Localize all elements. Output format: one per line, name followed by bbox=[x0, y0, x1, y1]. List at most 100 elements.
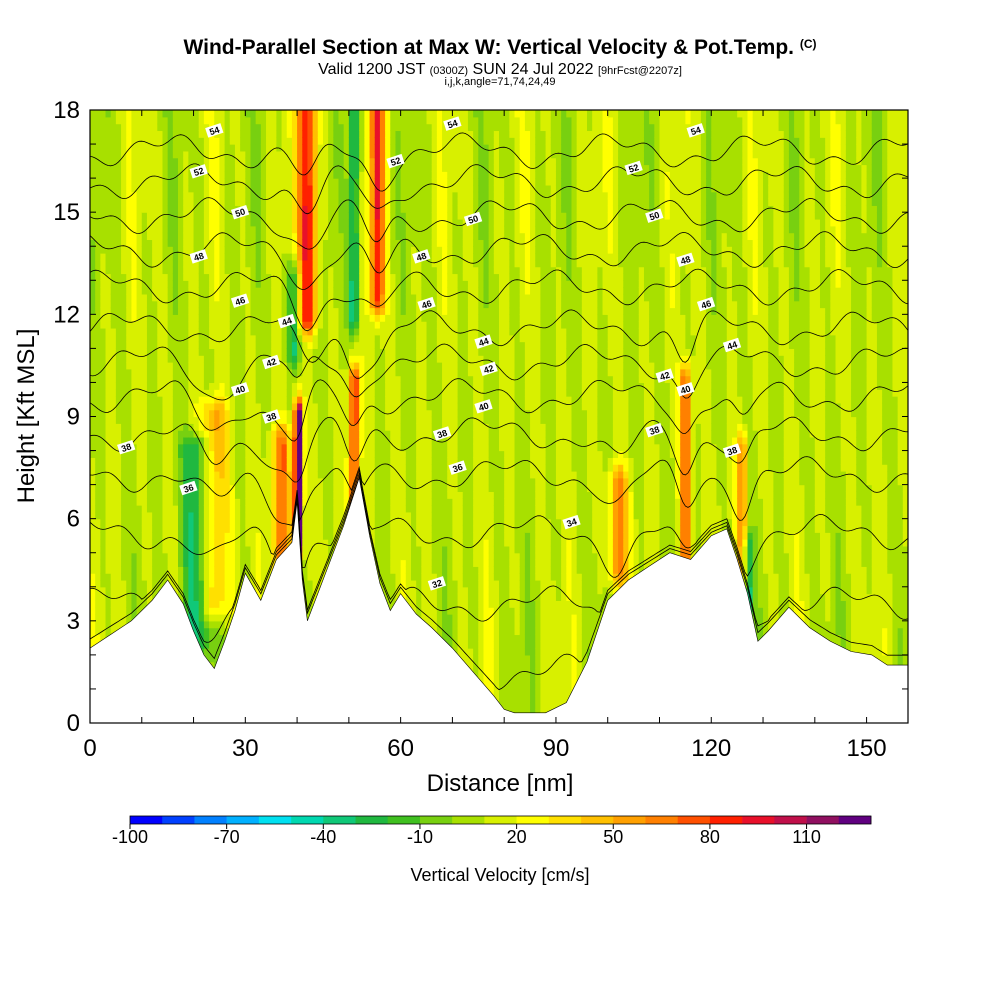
velocity-cell bbox=[188, 539, 195, 547]
velocity-cell bbox=[276, 293, 283, 302]
velocity-cell bbox=[255, 218, 262, 227]
velocity-cell bbox=[250, 559, 257, 567]
velocity-cell bbox=[260, 259, 267, 268]
velocity-cell bbox=[354, 225, 360, 234]
velocity-cell bbox=[281, 457, 288, 465]
velocity-cell bbox=[307, 552, 314, 561]
velocity-cell bbox=[198, 396, 205, 404]
velocity-cell bbox=[203, 341, 210, 349]
velocity-cell bbox=[121, 396, 127, 404]
velocity-cell bbox=[359, 191, 365, 200]
velocity-cell bbox=[198, 566, 205, 574]
velocity-cell bbox=[131, 355, 138, 363]
velocity-cell bbox=[172, 573, 179, 581]
velocity-cell bbox=[167, 212, 174, 220]
velocity-cell bbox=[100, 552, 107, 561]
velocity-cell bbox=[281, 218, 288, 227]
velocity-cell bbox=[121, 280, 127, 288]
velocity-cell bbox=[369, 259, 376, 268]
velocity-cell bbox=[152, 355, 158, 363]
velocity-cell bbox=[291, 137, 298, 145]
velocity-cell bbox=[359, 375, 365, 384]
velocity-cell bbox=[354, 355, 360, 363]
velocity-cell bbox=[126, 423, 133, 431]
velocity-cell bbox=[136, 287, 143, 295]
velocity-cell bbox=[193, 130, 200, 138]
velocity-cell bbox=[229, 191, 236, 200]
velocity-cell bbox=[188, 402, 195, 411]
velocity-cell bbox=[100, 191, 107, 200]
velocity-cell bbox=[172, 457, 179, 465]
velocity-cell bbox=[183, 505, 189, 513]
velocity-cell bbox=[302, 545, 309, 554]
velocity-cell bbox=[338, 110, 345, 118]
velocity-cell bbox=[219, 259, 226, 268]
velocity-cell bbox=[193, 539, 200, 547]
velocity-cell bbox=[110, 416, 117, 424]
velocity-cell bbox=[214, 573, 221, 581]
velocity-cell bbox=[245, 464, 252, 472]
velocity-cell bbox=[312, 137, 319, 145]
velocity-cell bbox=[260, 525, 267, 533]
velocity-cell bbox=[364, 171, 371, 179]
velocity-cell bbox=[266, 327, 272, 336]
velocity-cell bbox=[348, 348, 355, 356]
velocity-cell bbox=[281, 130, 288, 138]
velocity-cell bbox=[152, 375, 158, 384]
velocity-cell bbox=[136, 477, 143, 486]
velocity-cell bbox=[90, 150, 96, 159]
velocity-cell bbox=[141, 505, 148, 513]
velocity-cell bbox=[291, 116, 298, 125]
velocity-cell bbox=[121, 539, 127, 547]
velocity-cell bbox=[90, 171, 96, 179]
velocity-cell bbox=[240, 443, 246, 452]
velocity-cell bbox=[250, 259, 257, 268]
velocity-cell bbox=[343, 389, 350, 397]
velocity-cell bbox=[136, 130, 143, 138]
velocity-cell bbox=[240, 130, 246, 138]
velocity-cell bbox=[271, 116, 277, 125]
velocity-cell bbox=[322, 430, 329, 438]
velocity-cell bbox=[121, 620, 127, 629]
velocity-cell bbox=[317, 266, 324, 275]
velocity-cell bbox=[343, 409, 350, 418]
velocity-cell bbox=[214, 600, 221, 608]
velocity-cell bbox=[245, 402, 252, 411]
velocity-cell bbox=[209, 341, 215, 349]
velocity-cell bbox=[286, 157, 293, 166]
velocity-cell bbox=[131, 368, 138, 377]
velocity-cell bbox=[105, 389, 112, 397]
velocity-cell bbox=[369, 518, 376, 527]
velocity-cell bbox=[115, 355, 122, 363]
velocity-cell bbox=[178, 436, 184, 445]
velocity-cell bbox=[198, 348, 205, 356]
velocity-cell bbox=[146, 123, 153, 132]
velocity-cell bbox=[126, 273, 133, 281]
velocity-cell bbox=[162, 559, 169, 567]
velocity-cell bbox=[162, 539, 169, 547]
velocity-cell bbox=[146, 532, 153, 540]
velocity-cell bbox=[348, 341, 355, 349]
velocity-cell bbox=[121, 293, 127, 302]
velocity-cell bbox=[110, 300, 117, 309]
velocity-cell bbox=[271, 157, 277, 166]
velocity-cell bbox=[312, 423, 319, 431]
velocity-cell bbox=[276, 266, 283, 275]
velocity-cell bbox=[209, 573, 215, 581]
velocity-cell bbox=[214, 436, 221, 445]
velocity-cell bbox=[276, 423, 283, 431]
velocity-cell bbox=[234, 593, 241, 601]
velocity-cell bbox=[131, 198, 138, 206]
velocity-cell bbox=[121, 430, 127, 438]
velocity-cell bbox=[146, 327, 153, 336]
velocity-cell bbox=[291, 110, 298, 118]
velocity-cell bbox=[121, 457, 127, 465]
valid-prefix: Valid 1200 JST bbox=[318, 61, 425, 78]
velocity-cell bbox=[209, 110, 215, 118]
velocity-cell bbox=[141, 375, 148, 384]
velocity-cell bbox=[307, 116, 314, 125]
velocity-cell bbox=[90, 409, 96, 418]
velocity-cell bbox=[297, 327, 303, 336]
velocity-cell bbox=[328, 416, 334, 424]
velocity-cell bbox=[271, 368, 277, 377]
